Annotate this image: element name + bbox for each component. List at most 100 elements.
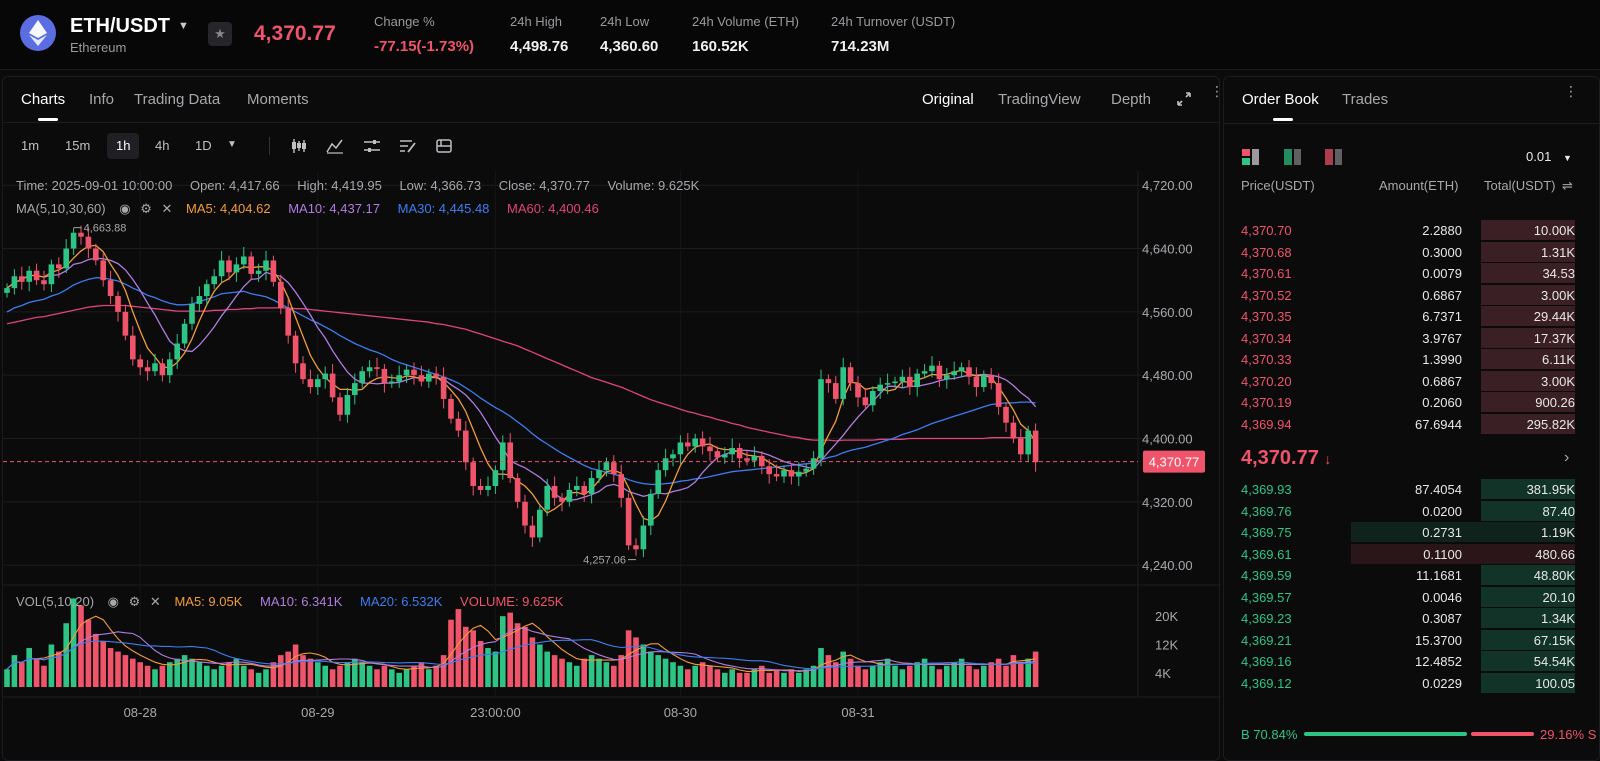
y-tick-label: 4,400.00 xyxy=(1142,432,1193,447)
tab-order-book[interactable]: Order Book xyxy=(1242,91,1319,108)
interval-4h[interactable]: 4h xyxy=(155,138,170,153)
price-chart[interactable]: 4,720.00 4,640.00 4,560.00 4,480.00 4,400.00… xyxy=(3,77,1221,761)
candle-body xyxy=(19,276,25,282)
volume-bar xyxy=(418,662,425,687)
volume-bar xyxy=(1025,658,1031,687)
candle-body xyxy=(966,367,972,377)
depth-bar xyxy=(1481,220,1575,240)
book-asks-only-icon[interactable] xyxy=(1324,148,1344,166)
ask-row[interactable]: 4,370.20 0.6867 3.00K xyxy=(1241,370,1575,391)
candle-body xyxy=(581,485,587,494)
tab-trades[interactable]: Trades xyxy=(1342,91,1389,108)
ask-row[interactable]: 4,370.33 1.3990 6.11K xyxy=(1241,349,1575,369)
stat-label: 24h Volume (ETH) xyxy=(692,14,799,29)
tab-moments[interactable]: Moments xyxy=(247,91,309,108)
candle-body xyxy=(344,394,351,415)
column-toggle-icon[interactable]: ⇌ xyxy=(1562,178,1573,193)
stat-label: 24h Low xyxy=(600,14,650,29)
pair-name[interactable]: ETH/USDT xyxy=(70,15,170,37)
bid-row[interactable]: 4,369.75 0.2731 1.19K xyxy=(1241,522,1575,542)
tab-trading-data[interactable]: Trading Data xyxy=(134,91,221,108)
candlestick-type-icon[interactable] xyxy=(290,138,308,154)
interval-1d[interactable]: 1D xyxy=(195,138,212,153)
bid-row[interactable]: 4,369.57 0.0046 20.10 xyxy=(1241,586,1575,607)
candle-body xyxy=(744,458,750,461)
volume-bar xyxy=(574,665,580,687)
candle-body xyxy=(884,383,891,385)
view-tab-original[interactable]: Original xyxy=(922,91,974,108)
candle-body xyxy=(174,343,180,360)
candle-body xyxy=(921,371,928,374)
interval-1m[interactable]: 1m xyxy=(21,138,40,153)
candle-body xyxy=(500,442,506,471)
ask-row[interactable]: 4,370.70 2.2880 10.00K xyxy=(1241,220,1575,240)
volume-bar xyxy=(278,655,284,687)
close-icon[interactable]: ✕ xyxy=(161,201,173,216)
candle-body xyxy=(788,470,795,477)
volume-bar xyxy=(648,651,654,687)
settings-icon[interactable]: ⚙ xyxy=(128,594,141,609)
candle-body xyxy=(625,497,632,546)
more-menu-icon[interactable]: ⋮ xyxy=(1564,83,1578,99)
volume-bar xyxy=(144,665,151,687)
interval-15m[interactable]: 15m xyxy=(65,138,91,153)
volume-bar xyxy=(440,655,447,687)
interval-dropdown-chevron-icon[interactable]: ▼ xyxy=(227,139,237,150)
fullscreen-icon[interactable] xyxy=(1175,90,1193,108)
book-amount: 0.1100 xyxy=(1423,546,1462,562)
candle-body xyxy=(418,375,425,382)
bid-row[interactable]: 4,369.61 0.1100 480.66 xyxy=(1241,543,1575,564)
bid-row[interactable]: 4,369.59 11.1681 48.80K xyxy=(1241,565,1575,585)
volume-bar xyxy=(374,669,380,687)
bid-row[interactable]: 4,369.23 0.3087 1.34K xyxy=(1241,608,1575,628)
pair-dropdown-chevron-icon[interactable]: ▼ xyxy=(178,20,189,32)
ask-row[interactable]: 4,370.61 0.0079 34.53 xyxy=(1241,263,1575,283)
book-both-sides-icon[interactable] xyxy=(1241,148,1261,166)
volume-bar xyxy=(433,665,439,687)
candle-body xyxy=(85,236,92,249)
bid-row[interactable]: 4,369.16 12.4852 54.54K xyxy=(1241,651,1575,671)
settings-sliders-icon[interactable] xyxy=(363,138,381,154)
volume-bar xyxy=(625,630,632,687)
ask-row[interactable]: 4,370.35 6.7371 29.44K xyxy=(1241,306,1575,326)
x-tick-label: 08-29 xyxy=(301,705,334,720)
candle-body xyxy=(463,430,469,463)
candle-body xyxy=(1032,430,1039,463)
book-bids-only-icon[interactable] xyxy=(1283,148,1303,166)
last-price: 4,370.77 xyxy=(254,22,336,45)
favorite-star-icon[interactable]: ★ xyxy=(208,22,232,46)
volume-bar xyxy=(300,655,306,687)
eye-icon[interactable]: ◉ xyxy=(107,594,120,609)
ask-row[interactable]: 4,370.68 0.3000 1.31K xyxy=(1241,241,1575,262)
eye-icon[interactable]: ◉ xyxy=(119,201,131,216)
ask-row[interactable]: 4,370.52 0.6867 3.00K xyxy=(1241,284,1575,305)
bid-row[interactable]: 4,369.93 87.4054 381.95K xyxy=(1241,479,1575,499)
book-price: 4,369.16 xyxy=(1241,654,1292,669)
interval-1h[interactable]: 1h xyxy=(107,133,140,159)
volume-bar xyxy=(241,665,247,687)
candle-body xyxy=(433,373,439,377)
bid-row[interactable]: 4,369.21 15.3700 67.15K xyxy=(1241,629,1575,650)
book-amount: 2.2880 xyxy=(1422,223,1462,238)
precision-select[interactable]: 0.01 ▼ xyxy=(1526,149,1572,164)
close-icon[interactable]: ✕ xyxy=(149,594,161,609)
indicators-icon[interactable] xyxy=(326,138,344,154)
bid-row[interactable]: 4,369.12 0.0229 100.05 xyxy=(1241,672,1575,693)
y-tick-label: 4,320.00 xyxy=(1142,495,1193,510)
candle-body xyxy=(796,471,802,477)
bid-row[interactable]: 4,369.76 0.0200 87.40 xyxy=(1241,500,1575,521)
settings-icon[interactable]: ⚙ xyxy=(140,201,152,216)
ask-row[interactable]: 4,369.94 67.6944 295.82K xyxy=(1241,413,1575,434)
volume-bar xyxy=(48,644,55,687)
chevron-right-icon[interactable]: › xyxy=(1564,449,1570,466)
tab-info[interactable]: Info xyxy=(89,91,115,108)
ask-row[interactable]: 4,370.34 3.9767 17.37K xyxy=(1241,327,1575,348)
view-tab-depth[interactable]: Depth xyxy=(1111,91,1152,108)
current-price-tag xyxy=(1143,450,1205,473)
ask-row[interactable]: 4,370.19 0.2060 900.26 xyxy=(1241,392,1575,412)
book-price: 4,369.59 xyxy=(1241,568,1292,583)
view-tab-tradingview[interactable]: TradingView xyxy=(998,91,1081,108)
tab-charts[interactable]: Charts xyxy=(21,91,66,108)
layout-icon[interactable] xyxy=(435,138,453,154)
drawing-tools-icon[interactable] xyxy=(399,138,417,154)
